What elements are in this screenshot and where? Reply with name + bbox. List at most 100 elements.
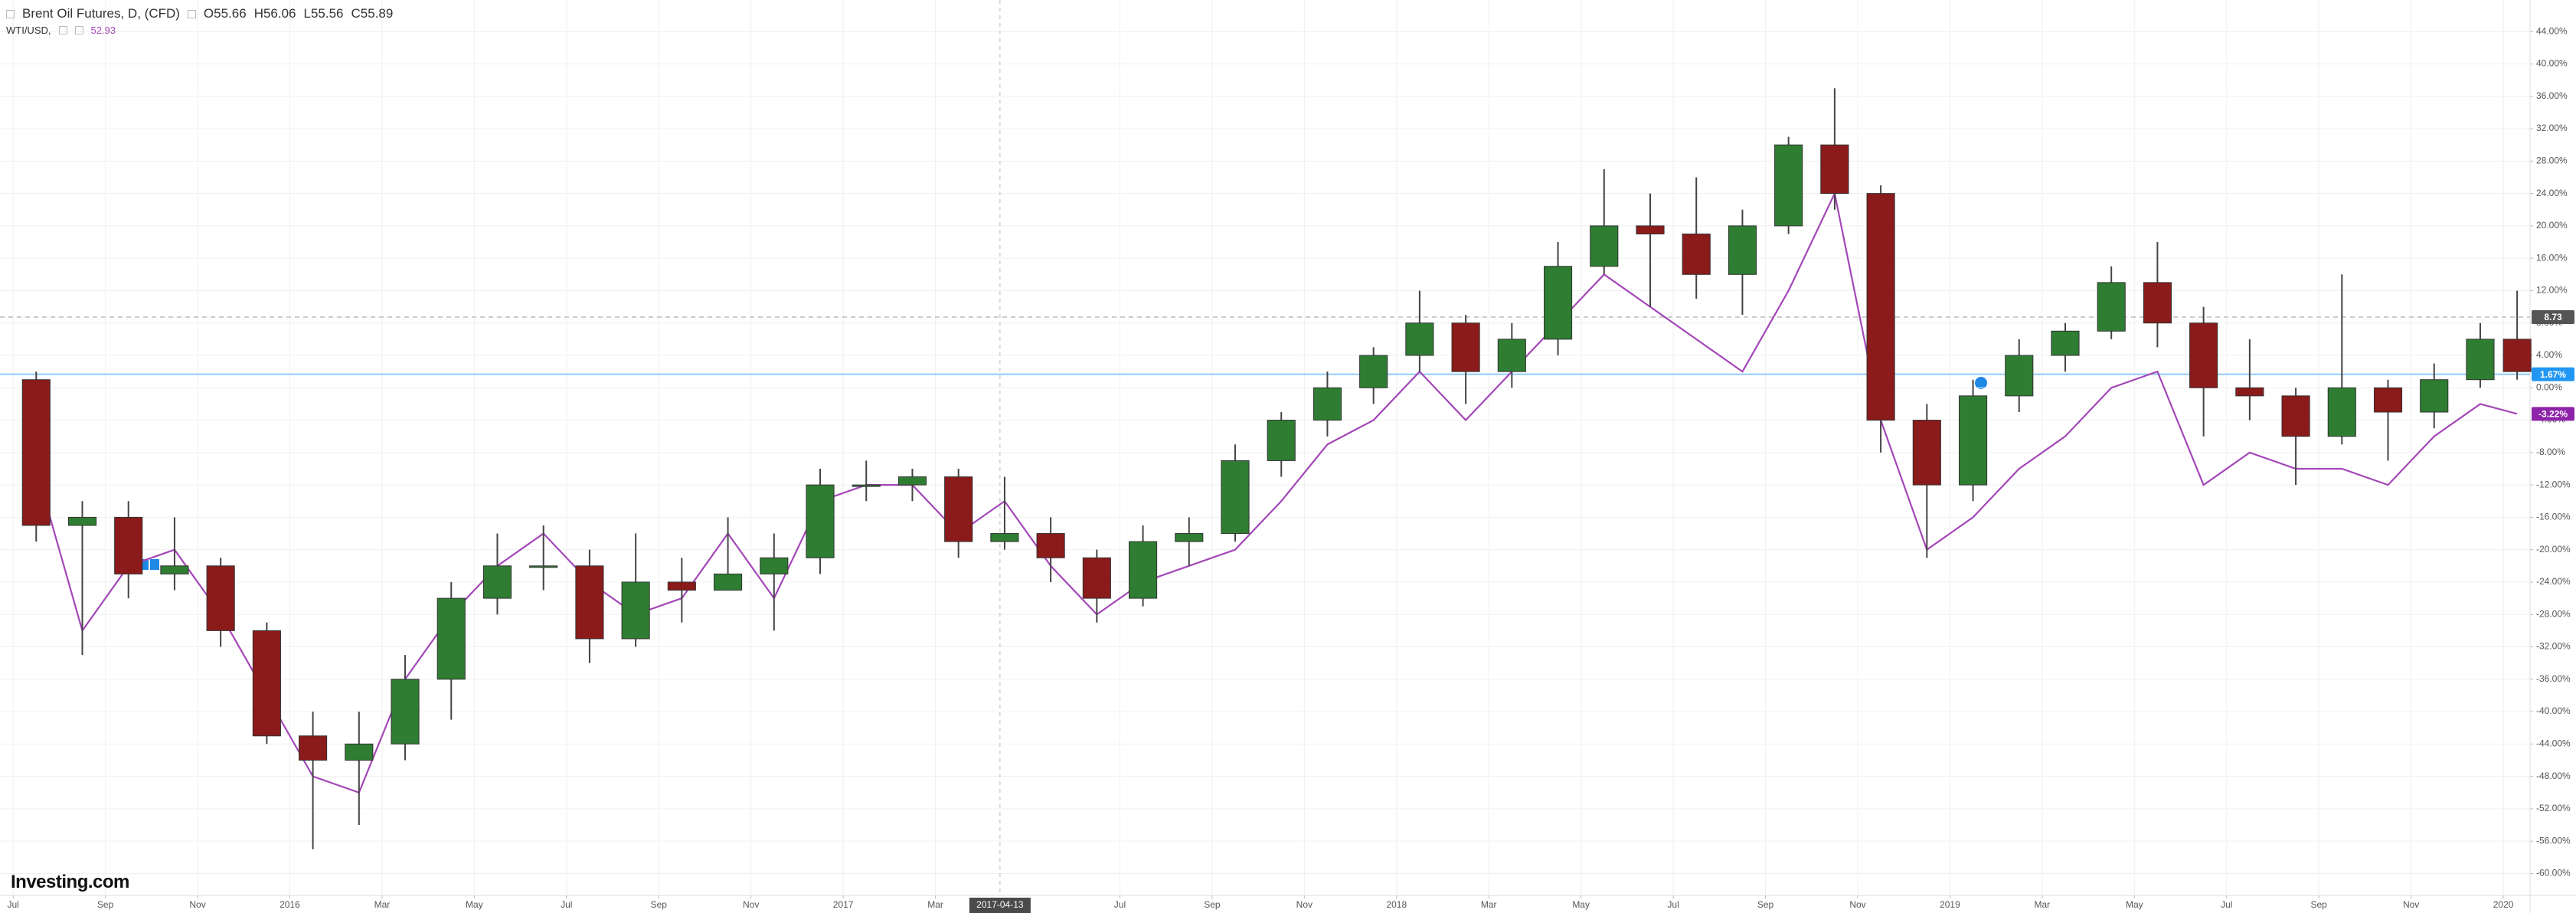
candle-body (1405, 322, 1434, 356)
candle-body (897, 476, 927, 486)
y-tick-label: 16.00% (2536, 252, 2568, 263)
collapse-button[interactable] (6, 9, 15, 18)
x-tick-label: Nov (2403, 899, 2419, 910)
x-tick-label: Nov (1849, 899, 1865, 910)
price-tag (2532, 407, 2574, 421)
candle-body (852, 484, 881, 487)
x-tick-label: Sep (97, 899, 114, 910)
y-tick-label: 28.00% (2536, 155, 2568, 166)
x-tick-label: 2020 (2493, 899, 2514, 910)
compare-button[interactable] (74, 26, 83, 34)
y-tick-label: -52.00% (2536, 803, 2571, 813)
candle-body (482, 565, 512, 599)
event-flag[interactable] (150, 559, 159, 570)
candle-body (206, 565, 235, 631)
ohlc-open: O55.66 (203, 6, 247, 21)
candle-body (2005, 355, 2034, 397)
candle-body (436, 597, 466, 680)
candle-body (1082, 557, 1111, 599)
ohlc-low: L55.56 (303, 6, 344, 21)
compare-legend-row: WTI/USD, 52.93 (6, 25, 393, 36)
price-tag-label: 1.67% (2540, 369, 2566, 380)
x-tick-label: Sep (651, 899, 668, 910)
candle-body (345, 743, 374, 761)
candle-body (2051, 330, 2080, 356)
candle-body (944, 476, 973, 542)
candle-body (1958, 395, 1988, 486)
candle-body (529, 565, 558, 568)
compare-name: WTI/USD, (6, 25, 51, 36)
candle-body (1682, 233, 1711, 275)
y-tick-label: -36.00% (2536, 673, 2571, 684)
logo: Investing.com (11, 872, 129, 892)
compare-value: 52.93 (90, 25, 116, 36)
candle-body (621, 581, 650, 640)
symbol-title: Brent Oil Futures, D, (CFD) (22, 6, 180, 21)
y-tick-label: -8.00% (2536, 447, 2565, 457)
candle-body (1866, 193, 1895, 421)
candle-body (391, 679, 420, 744)
candle-body (1313, 387, 1342, 421)
x-tick-label: Jul (7, 899, 18, 910)
candle-body (1129, 541, 1158, 599)
y-tick-label: -24.00% (2536, 576, 2571, 587)
y-tick-label: 0.00% (2536, 381, 2562, 392)
candle-body (2502, 339, 2532, 372)
candle-body (1267, 420, 1296, 461)
y-tick-label: -56.00% (2536, 835, 2571, 846)
price-tag (2532, 310, 2574, 325)
candle-body (1728, 225, 1757, 275)
y-tick-label: 44.00% (2536, 25, 2568, 36)
x-tick-label: Sep (2311, 899, 2328, 910)
x-tick-label: Mar (1481, 899, 1497, 910)
y-tick-label: -32.00% (2536, 641, 2571, 652)
x-tick-label: Jul (1667, 899, 1679, 910)
x-tick-label: Nov (1296, 899, 1313, 910)
candle-body (1912, 420, 1941, 486)
candle-body (714, 573, 743, 591)
candle-body (1036, 533, 1065, 558)
x-tick-label: Jul (2221, 899, 2232, 910)
candle-body (2235, 387, 2264, 397)
y-tick-label: -12.00% (2536, 479, 2571, 489)
x-tick-label: Jul (561, 899, 572, 910)
x-tick-label: 2018 (1386, 899, 1407, 910)
y-tick-label: -60.00% (2536, 868, 2571, 879)
y-tick-label: 32.00% (2536, 123, 2568, 133)
y-tick-label: -44.00% (2536, 738, 2571, 749)
candle-body (760, 557, 789, 574)
settings-button[interactable] (187, 9, 196, 18)
x-tick-label: Sep (1757, 899, 1774, 910)
crosshair-tag (969, 898, 1031, 913)
ohlc-high: H56.06 (253, 6, 296, 21)
y-tick-label: 20.00% (2536, 220, 2568, 231)
price-tag-label: 8.73 (2544, 312, 2562, 322)
candle-body (2420, 379, 2449, 413)
x-tick-label: 2019 (1940, 899, 1960, 910)
x-tick-label: Mar (2035, 899, 2051, 910)
candle-body (1359, 355, 1388, 388)
candle-body (1590, 225, 1619, 267)
y-tick-label: -16.00% (2536, 512, 2571, 522)
candle-body (1774, 144, 1803, 227)
legend: Brent Oil Futures, D, (CFD) O55.66 H56.0… (6, 6, 393, 36)
candle-body (2466, 339, 2495, 381)
candle-body (1636, 225, 1665, 234)
candle-body (1543, 266, 1573, 340)
candle-body (2189, 322, 2218, 388)
candle-body (1451, 322, 1480, 372)
candle-body (2281, 395, 2310, 437)
candle-body (806, 484, 835, 558)
ohlc-close: C55.89 (351, 6, 394, 21)
event-marker[interactable] (1975, 377, 1987, 389)
y-tick-label: 4.00% (2536, 349, 2562, 360)
candle-body (1497, 339, 1526, 372)
compare-button[interactable] (58, 26, 67, 34)
candle-body (1175, 533, 1204, 542)
candle-body (2327, 387, 2356, 437)
y-tick-label: -40.00% (2536, 705, 2571, 716)
candle-body (2373, 387, 2403, 413)
candle-body (1221, 460, 1250, 535)
